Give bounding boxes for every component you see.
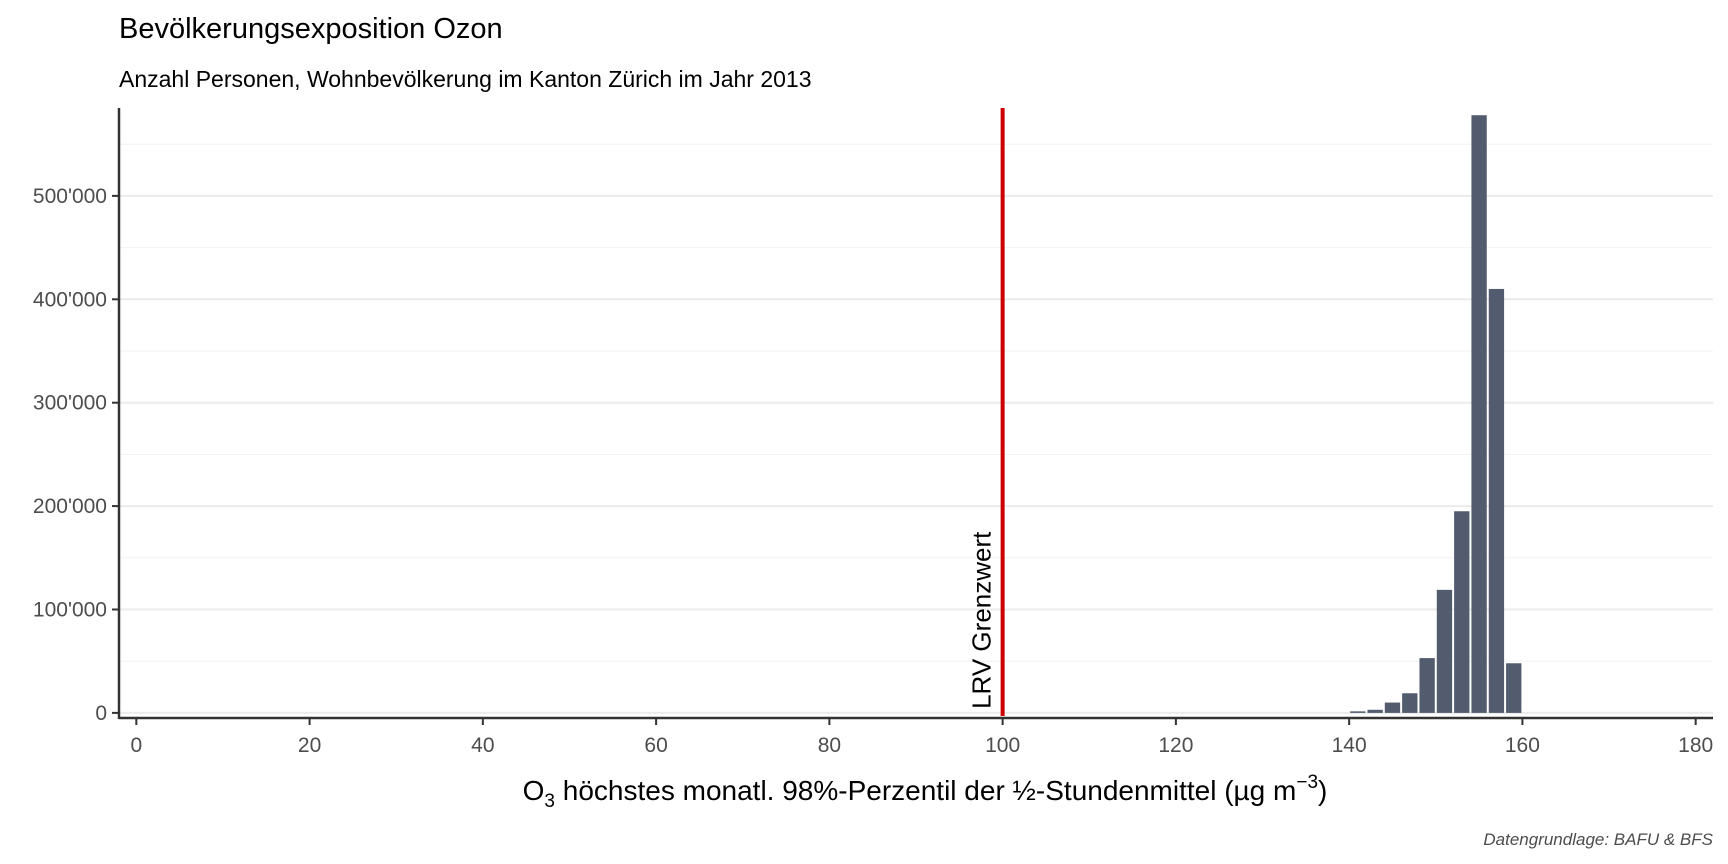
histogram-bar	[1506, 663, 1522, 713]
axes	[117, 108, 1713, 720]
histogram-bar	[1384, 702, 1401, 713]
x-axis-title: O3 höchstes monatl. 98%-Perzentil der ½-…	[523, 772, 1328, 812]
x-tick-label: 140	[1332, 734, 1367, 757]
histogram-bar	[1402, 693, 1418, 713]
histogram-bar	[1367, 709, 1383, 713]
x-axis-title-post: )	[1318, 775, 1327, 806]
x-tick-label: 120	[1158, 734, 1193, 757]
histogram-bar	[1436, 589, 1453, 713]
y-tick-label: 400'000	[33, 288, 107, 311]
x-axis-title-main: höchstes monatl. 98%-Perzentil der ½-Stu…	[555, 775, 1296, 806]
histogram-bars	[1350, 115, 1522, 713]
y-tick-label: 100'000	[33, 598, 107, 621]
x-tick-label: 100	[985, 734, 1020, 757]
x-axis-title-pre: O	[523, 775, 545, 806]
x-tick-label: 40	[471, 734, 494, 757]
y-tick-label: 200'000	[33, 495, 107, 518]
x-tick-label: 20	[298, 734, 321, 757]
y-tick-label: 300'000	[33, 392, 107, 415]
y-tick-label: 500'000	[33, 185, 107, 208]
chart-caption: Datengrundlage: BAFU & BFS	[1483, 830, 1713, 849]
x-axis-ticks: 0 20 40 60 80 100 120 140 160 180	[130, 718, 1713, 757]
x-tick-label: 180	[1678, 734, 1713, 757]
histogram-bar	[1454, 511, 1470, 713]
histogram-bar	[1488, 288, 1505, 713]
x-tick-label: 0	[130, 734, 142, 757]
chart-title: Bevölkerungsexposition Ozon	[119, 13, 503, 45]
threshold-label: LRV Grenzwert	[967, 531, 997, 709]
x-axis-title-sub: 3	[544, 791, 555, 812]
x-tick-label: 60	[644, 734, 667, 757]
x-axis-title-sup: −3	[1296, 772, 1318, 793]
histogram-bar	[1350, 711, 1366, 713]
gridlines	[119, 143, 1713, 714]
x-tick-label: 80	[818, 734, 841, 757]
histogram-bar	[1419, 658, 1435, 713]
histogram-bar	[1471, 115, 1487, 713]
chart-subtitle: Anzahl Personen, Wohnbevölkerung im Kant…	[119, 66, 812, 92]
threshold-group: LRV Grenzwert	[967, 108, 1005, 716]
x-tick-label: 160	[1505, 734, 1540, 757]
y-axis-ticks: 0 100'000 200'000 300'000 400'000 500'000	[33, 185, 119, 725]
y-tick-label: 0	[95, 702, 107, 725]
